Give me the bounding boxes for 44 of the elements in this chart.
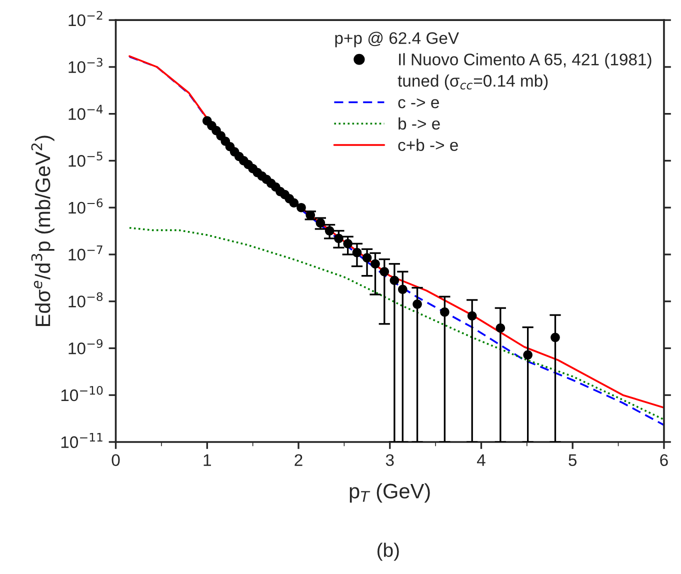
point [334, 234, 344, 244]
y-tick-label: 10$^{−10}$ [61, 386, 103, 402]
y-tick-label: 10$^{−6}$ [68, 198, 103, 214]
x-tick-label: 0 [112, 454, 120, 466]
point [440, 307, 450, 317]
x-tick-label: 6 [660, 454, 668, 466]
y-tick-label: 10$^{−9}$ [68, 339, 103, 354]
point [352, 248, 362, 258]
x-tick-label: 2 [294, 454, 302, 466]
y-tick-label: 10$^{−2}$ [68, 10, 102, 26]
x-tick-label: 1 [204, 454, 211, 466]
legend-label: Il Nuovo Cimento A 65, 421 (1981) [399, 53, 652, 69]
point [523, 350, 532, 360]
point [496, 323, 506, 333]
point [343, 239, 352, 248]
y-tick-label: 10$^{−4}$ [68, 104, 103, 120]
y-tick-label: 10$^{−3}$ [68, 58, 102, 74]
point [296, 202, 306, 212]
y-tick-label: 10$^{−5}$ [68, 152, 102, 167]
point [398, 284, 408, 294]
point [467, 311, 477, 321]
point [412, 300, 422, 309]
point [289, 198, 299, 208]
legend-label: c+b -> e [398, 138, 458, 151]
y-tick-label: 10$^{−11}$ [61, 433, 102, 448]
x-tick-label: 5 [568, 454, 577, 466]
legend-label: b -> e [398, 117, 440, 130]
x-tick-label: 4 [476, 454, 486, 466]
x-axis-title: p$_{T}$ (GeV) [350, 483, 430, 503]
legend-title: p+p @ 62.4 GeV [335, 32, 459, 48]
point [390, 276, 400, 286]
annotation: tuned (σ$_{cc}$=0.14 mb) [398, 74, 548, 90]
y-tick-label: 10$^{−7}$ [68, 246, 102, 261]
line-series [128, 226, 664, 421]
point [362, 253, 372, 262]
point [370, 259, 380, 269]
text: (b) [377, 542, 399, 561]
y-tick-label: 10$^{−8}$ [68, 292, 103, 308]
point [550, 332, 560, 342]
legend-label: c -> e [398, 98, 439, 108]
point [324, 226, 334, 236]
y-axis-title: Edσ$^{e}$/d$^{3}$p (mb/GeV$^{2}$) [31, 136, 54, 326]
x-tick-label: 3 [386, 454, 394, 466]
point [380, 266, 390, 276]
